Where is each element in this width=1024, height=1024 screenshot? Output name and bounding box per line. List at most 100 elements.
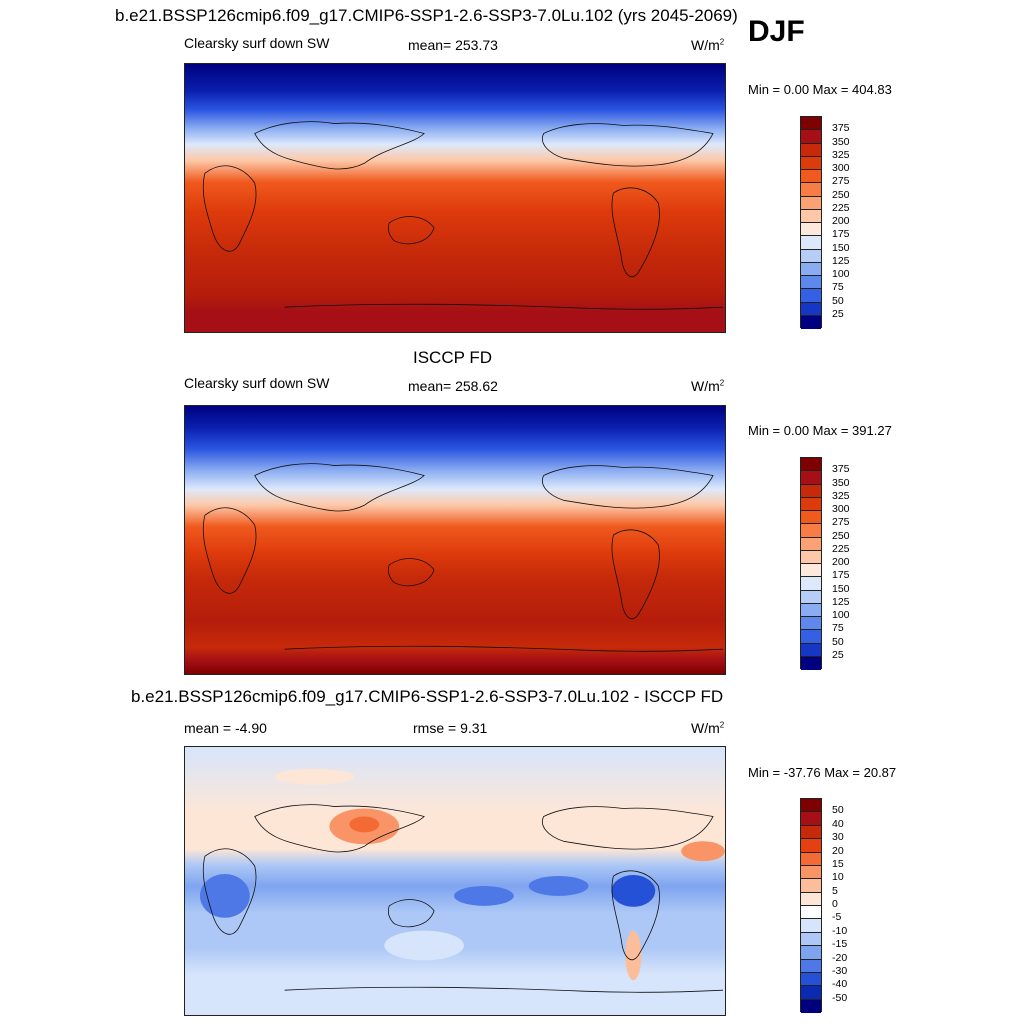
colorbar-swatch [801,471,821,485]
panel-2-variable-label: Clearsky surf down SW [184,375,330,391]
colorbar-tick-label: 300 [832,162,850,174]
colorbar-swatch [801,852,821,866]
panel-3-anomaly-patches [199,768,725,981]
colorbar-tick-label: 50 [832,635,844,648]
colorbar-tick-label: 25 [832,307,844,320]
page-title: b.e21.BSSP126cmip6.f09_g17.CMIP6-SSP1-2.… [115,6,738,25]
colorbar-swatch [801,143,821,157]
colorbar-tick-label: 225 [832,201,850,214]
colorbar-tick-label: 200 [832,215,850,227]
colorbar-tick-label: 350 [832,135,850,148]
colorbar-swatch [801,497,821,511]
colorbar-tick-label: 250 [832,188,850,201]
panel-2-mean-label: mean= 258.62 [408,378,498,394]
colorbar-swatch [801,825,821,840]
panel-1-mean-label: mean= 253.73 [408,37,498,53]
colorbar-swatch [801,236,821,250]
colorbar-tick-label: 0 [832,898,838,910]
panel-3-units: W/m2 [691,720,725,736]
colorbar-tick-label: 10 [832,871,844,884]
colorbar-swatch [801,643,821,657]
panel-1-units: W/m2 [691,37,725,53]
colorbar-tick-label: 275 [832,516,850,529]
colorbar-swatch [801,603,821,617]
colorbar-swatch [801,315,821,329]
colorbar-tick-label: 375 [832,463,850,476]
colorbar-tick-label: 75 [832,622,844,635]
colorbar-tick-label: -10 [832,924,848,937]
colorbar-tick-label: 325 [832,148,850,161]
colorbar-tick-label: 300 [832,503,850,515]
panel-2-map [184,405,726,675]
panel-3-mean-label: mean = -4.90 [184,720,267,736]
colorbar-tick-label: 15 [832,857,844,870]
colorbar-swatch [801,630,821,644]
colorbar-tick-label: 75 [832,281,844,294]
colorbar-tick-label: 350 [832,476,850,489]
colorbar-tick-label: 125 [832,254,850,267]
colorbar-tick-label: 150 [832,241,850,254]
colorbar-tick-label: 20 [832,844,844,857]
colorbar-swatch [801,564,821,578]
colorbar-swatch [801,484,821,498]
colorbar-tick-label: 25 [832,648,844,661]
colorbar-tick-label: 100 [832,609,850,621]
panel-3-map [184,746,726,1016]
panel-1-minmax: Min = 0.00 Max = 404.83 [748,82,892,97]
colorbar-swatch [801,196,821,210]
colorbar-swatch [801,590,821,604]
colorbar-tick-label: 50 [832,804,844,817]
colorbar-tick-label: -50 [832,991,848,1004]
panel-3-minmax: Min = -37.76 Max = 20.87 [748,765,897,780]
colorbar-swatch [801,262,821,276]
colorbar-swatch [801,249,821,263]
colorbar-tick-label: 150 [832,582,850,595]
colorbar-swatch [801,812,821,826]
season-label: DJF [748,15,805,48]
colorbar-tick-label: 30 [832,831,844,844]
panel-2-units: W/m2 [691,378,725,394]
colorbar-swatch [801,986,821,1000]
colorbar-swatch [801,289,821,303]
panel-3-coastlines [202,804,724,993]
panel-1-coastlines [202,121,724,310]
colorbar-tick-label: -5 [832,911,842,924]
colorbar-tick-label: 175 [832,228,850,241]
panel-2-minmax: Min = 0.00 Max = 391.27 [748,423,892,438]
colorbar-swatch [801,511,821,525]
colorbar-swatch [801,524,821,538]
panel-1-variable-label: Clearsky surf down SW [184,35,330,51]
colorbar-swatch [801,117,821,131]
colorbar-swatch [801,972,821,987]
colorbar-swatch [801,550,821,564]
colorbar-swatch [801,209,821,223]
colorbar-tick-label: 275 [832,175,850,188]
colorbar-swatch [801,537,821,551]
colorbar-swatch [801,865,821,880]
colorbar-swatch [801,656,821,670]
colorbar-swatch [801,130,821,144]
colorbar-tick-label: 375 [832,122,850,135]
colorbar-swatch [801,302,821,316]
colorbar-swatch [801,458,821,472]
colorbar-swatch [801,959,821,973]
colorbar-swatch [801,223,821,237]
colorbar-swatch [801,892,821,906]
colorbar-tick-label: 225 [832,542,850,555]
colorbar-swatch [801,946,821,960]
panel-2-title: ISCCP FD [413,348,493,367]
colorbar-tick-label: 325 [832,489,850,502]
colorbar-tick-label: -15 [832,938,848,951]
colorbar-swatch [801,879,821,893]
colorbar-swatch [801,799,821,813]
colorbar-tick-label: 200 [832,556,850,568]
colorbar-tick-label: 125 [832,595,850,608]
panel-3-rmse-label: rmse = 9.31 [413,720,488,736]
colorbar-tick-label: 175 [832,569,850,582]
colorbar-tick-label: -40 [832,978,848,991]
panel-2-colorbar [800,457,822,670]
panel-3-title: b.e21.BSSP126cmip6.f09_g17.CMIP6-SSP1-2.… [131,687,724,706]
panel-1-field [185,64,725,332]
colorbar-tick-label: 100 [832,268,850,280]
colorbar-swatch [801,276,821,290]
